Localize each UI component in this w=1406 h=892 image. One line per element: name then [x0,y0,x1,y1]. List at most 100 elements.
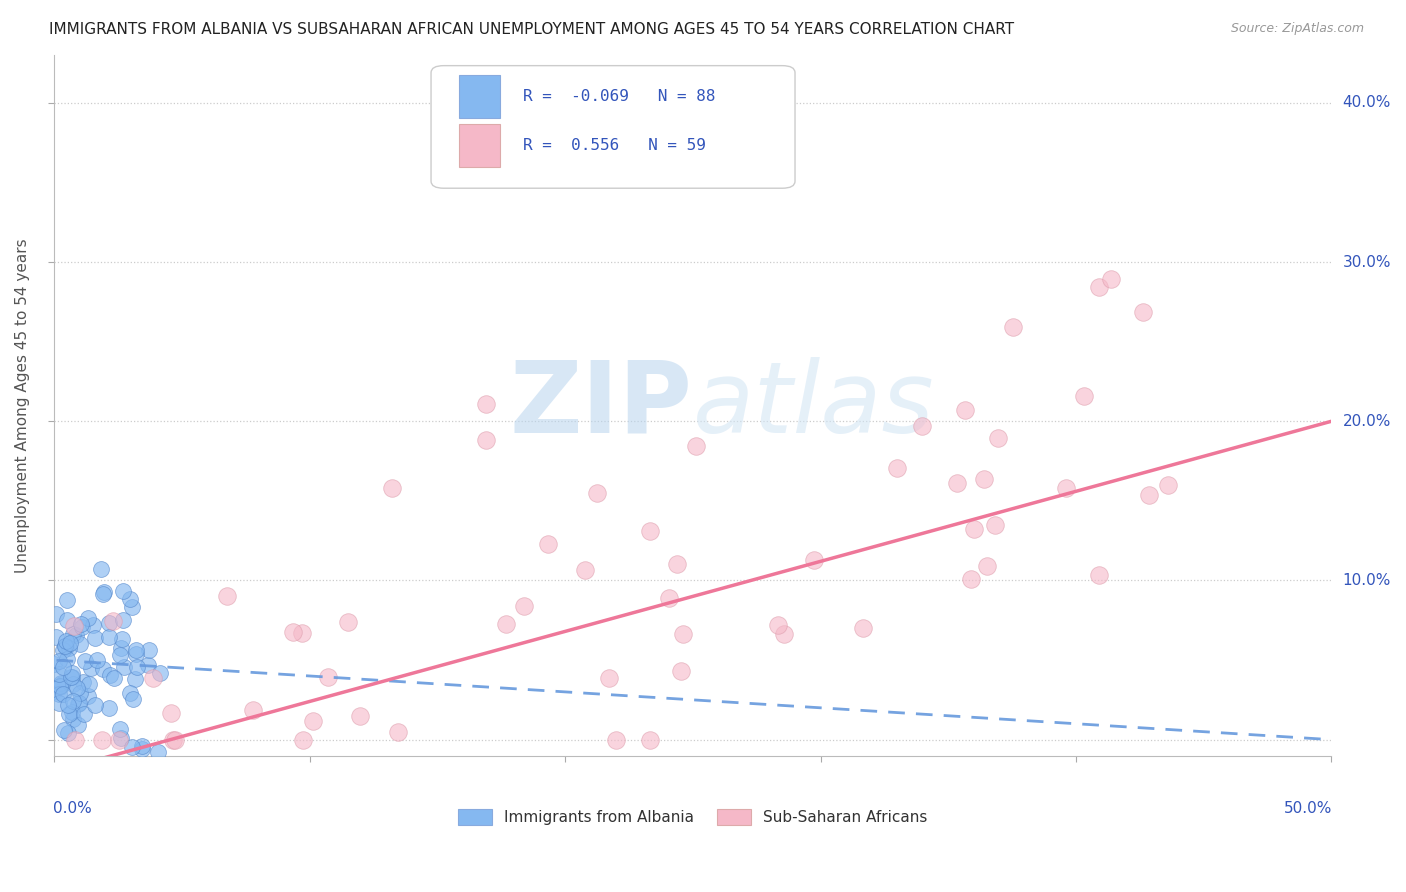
Y-axis label: Unemployment Among Ages 45 to 54 years: Unemployment Among Ages 45 to 54 years [15,238,30,573]
Text: 40.0%: 40.0% [1343,95,1391,111]
Text: 30.0%: 30.0% [1343,254,1391,269]
Point [49,679,72,693]
Point [56,592,79,607]
Point [138,643,160,657]
Point [163,732,186,747]
Point [768,618,790,632]
Point [685,439,707,453]
Point [63,732,86,747]
Point [48,697,70,711]
Point [45,607,67,622]
Point [73,654,96,668]
Point [1073,389,1095,403]
Text: R =  -0.069   N = 88: R = -0.069 N = 88 [523,89,716,104]
Point [120,685,142,699]
Point [55,634,77,648]
Point [669,664,692,678]
Point [84,698,107,712]
Point [77,690,100,704]
Point [983,518,1005,533]
Point [283,624,305,639]
Point [69,637,91,651]
Point [60,670,83,684]
Point [62,694,84,708]
Point [114,660,136,674]
Point [125,643,148,657]
Point [605,732,627,747]
Point [1157,478,1180,492]
Point [79,661,101,675]
Point [585,485,607,500]
Point [120,591,142,606]
Point [48,667,70,681]
Point [58,640,80,655]
Point [110,648,132,662]
Point [58,706,80,721]
Text: 10.0%: 10.0% [1343,573,1391,588]
Text: R =  0.556   N = 59: R = 0.556 N = 59 [523,138,706,153]
Point [953,403,976,417]
Point [1088,279,1111,293]
Point [475,397,498,411]
Point [1054,481,1077,495]
Point [963,522,986,536]
Point [110,632,132,646]
Point [1001,320,1024,334]
Point [97,630,120,644]
Point [131,739,153,753]
Point [121,600,143,615]
Text: Source: ZipAtlas.com: Source: ZipAtlas.com [1230,22,1364,36]
Point [316,670,339,684]
Text: 20.0%: 20.0% [1343,414,1391,429]
Point [638,524,661,538]
Point [98,701,121,715]
Point [291,625,314,640]
Point [911,418,934,433]
Point [291,732,314,747]
Point [55,639,77,653]
Point [103,614,125,628]
Point [91,586,114,600]
Point [162,732,184,747]
Point [98,667,121,681]
Point [131,742,153,756]
Point [160,706,183,720]
Point [976,559,998,574]
Text: 0.0%: 0.0% [53,801,91,816]
Point [142,671,165,685]
Point [67,718,90,732]
Point [658,591,681,606]
Point [65,628,87,642]
Point [381,481,404,495]
Point [48,687,70,701]
Point [62,713,84,727]
Point [110,641,132,656]
Text: 50.0%: 50.0% [1284,801,1333,816]
Point [495,616,517,631]
Point [1132,305,1154,319]
Point [108,732,131,747]
Point [56,613,79,627]
Point [48,654,70,668]
Text: IMMIGRANTS FROM ALBANIA VS SUBSAHARAN AFRICAN UNEMPLOYMENT AMONG AGES 45 TO 54 Y: IMMIGRANTS FROM ALBANIA VS SUBSAHARAN AF… [49,22,1014,37]
Point [58,635,80,649]
Point [121,692,143,706]
Point [537,537,560,551]
Point [148,665,170,680]
Point [91,662,114,676]
Point [66,697,89,711]
Point [803,552,825,566]
Point [121,740,143,755]
Point [598,671,620,685]
Point [55,652,77,666]
Point [52,643,75,657]
Point [1137,488,1160,502]
Point [60,670,83,684]
Point [53,723,76,737]
Point [110,722,132,736]
Point [217,590,239,604]
Point [513,599,536,614]
Point [70,616,93,631]
Point [959,572,981,586]
Bar [460,75,501,119]
